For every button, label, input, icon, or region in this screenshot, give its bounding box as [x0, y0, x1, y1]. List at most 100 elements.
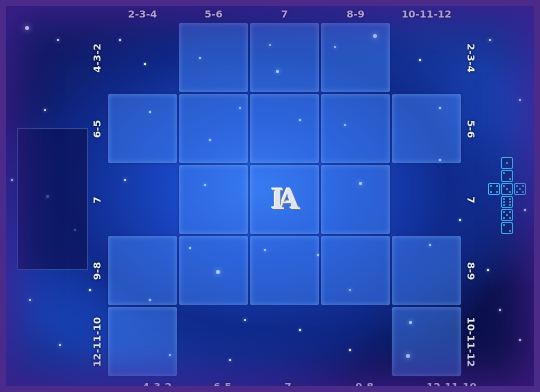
label-top: 2-3-4 [127, 9, 158, 21]
label-top: 8-9 [346, 9, 365, 21]
pip [490, 185, 492, 187]
label-left: 7 [92, 196, 104, 203]
label-bottom: 9-8 [355, 382, 374, 392]
board-cell[interactable] [179, 236, 248, 305]
star [59, 344, 61, 346]
star [489, 39, 491, 41]
star [89, 289, 91, 291]
board-cell[interactable] [392, 94, 461, 163]
label-right: 7 [464, 196, 476, 203]
star [349, 349, 351, 351]
die-face-icon [514, 183, 526, 195]
star [317, 254, 319, 256]
board-cell[interactable] [392, 236, 461, 305]
star [144, 63, 146, 65]
pip [503, 198, 505, 200]
pip [503, 211, 505, 213]
board-cell[interactable] [108, 236, 177, 305]
star [199, 57, 201, 59]
star [229, 359, 231, 361]
board-cell[interactable] [321, 236, 390, 305]
star [358, 181, 362, 185]
star [406, 354, 410, 358]
pip [509, 191, 511, 193]
board-cell[interactable] [321, 165, 390, 234]
star [189, 247, 191, 249]
board-cell[interactable] [108, 94, 177, 163]
pip [509, 217, 511, 219]
star [519, 99, 521, 101]
pip [506, 162, 508, 164]
board-cell[interactable] [250, 94, 319, 163]
logo-text: IA [271, 183, 300, 216]
board-cell[interactable] [321, 94, 390, 163]
label-top: 10-11-12 [401, 9, 452, 21]
star [524, 209, 526, 211]
pip [496, 185, 498, 187]
star [408, 320, 412, 324]
pip [503, 172, 505, 174]
star [57, 39, 59, 41]
label-bottom: 6-5 [213, 382, 232, 392]
star [487, 269, 489, 271]
star [11, 179, 13, 181]
die-face-icon [501, 209, 513, 221]
board-cell[interactable] [321, 23, 390, 92]
label-top: 5-6 [204, 9, 223, 21]
star [239, 107, 241, 109]
pip [509, 178, 511, 180]
pip [509, 230, 511, 232]
board-cell[interactable] [179, 23, 248, 92]
star [299, 329, 301, 331]
board-cell[interactable] [179, 165, 248, 234]
pip [509, 198, 511, 200]
label-bottom: 12-11-10 [426, 382, 477, 392]
label-left: 6-5 [92, 119, 104, 138]
pip [519, 188, 521, 190]
board-cell[interactable] [250, 165, 319, 234]
star [124, 179, 126, 181]
star [499, 309, 501, 311]
label-bottom: 7 [284, 382, 292, 392]
label-bottom: 4-3-2 [142, 382, 172, 392]
die-face-icon [488, 183, 500, 195]
board-cell[interactable] [250, 236, 319, 305]
star [264, 249, 266, 251]
pip [496, 191, 498, 193]
pip [503, 185, 505, 187]
pip [509, 211, 511, 213]
board-cell[interactable] [392, 307, 461, 376]
pip [522, 185, 524, 187]
star [204, 184, 206, 186]
star [275, 69, 279, 73]
dice-faces-icon[interactable] [482, 157, 532, 237]
star [44, 109, 46, 111]
pip [503, 217, 505, 219]
star [439, 159, 441, 161]
star [29, 299, 31, 301]
label-right: 10-11-12 [464, 316, 476, 367]
star [149, 299, 151, 301]
pip [506, 188, 508, 190]
ia-logo-icon: IA [271, 183, 303, 217]
star [344, 124, 346, 126]
side-panel[interactable] [17, 128, 88, 270]
die-face-icon [501, 170, 513, 182]
board-cell[interactable] [250, 23, 319, 92]
die-face-icon [501, 183, 513, 195]
star [419, 59, 421, 61]
die-face-icon [501, 196, 513, 208]
pip [522, 191, 524, 193]
star [429, 244, 431, 246]
pip [503, 204, 505, 206]
star [299, 119, 301, 121]
star [244, 319, 246, 321]
board-cell[interactable] [108, 307, 177, 376]
star [149, 111, 151, 113]
star [169, 354, 171, 356]
label-left: 12-11-10 [92, 316, 104, 367]
star [519, 339, 521, 341]
board-cell[interactable] [179, 94, 248, 163]
die-face-icon [501, 222, 513, 234]
